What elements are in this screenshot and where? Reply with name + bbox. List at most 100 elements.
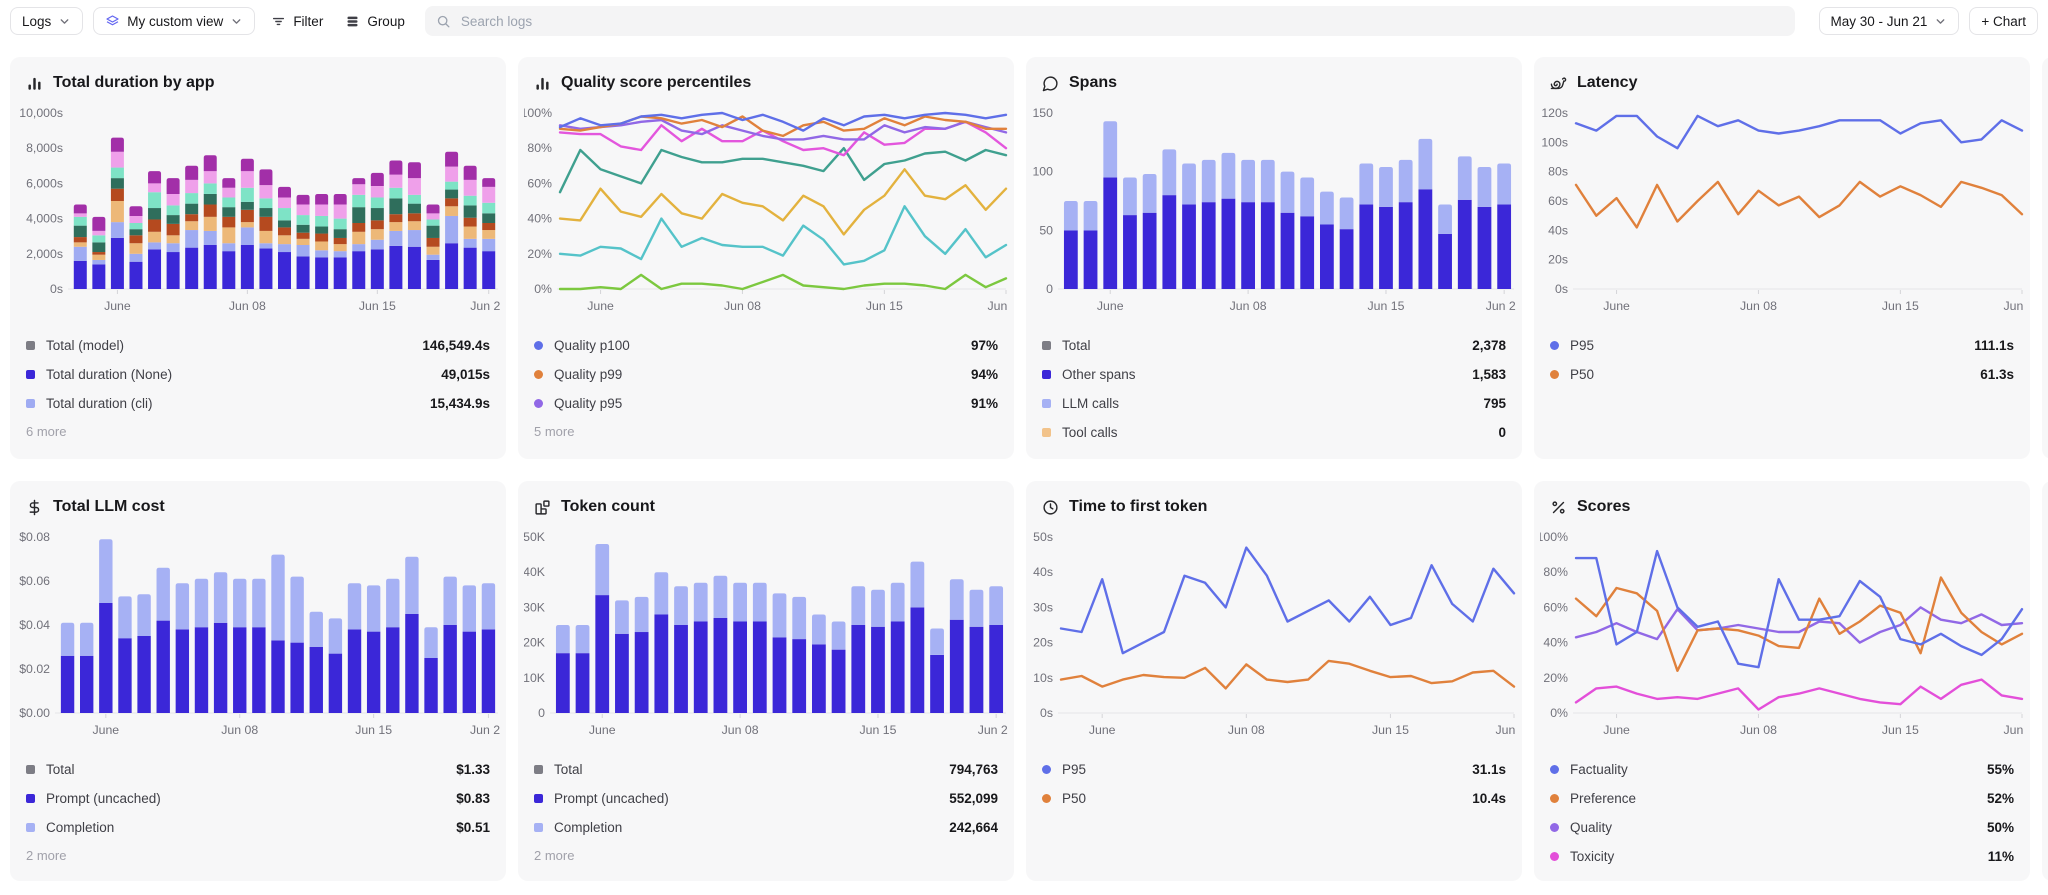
legend-label: Quality [1570, 820, 1613, 835]
partial-panel-edge [2042, 57, 2048, 459]
legend-item[interactable]: Total 2,378 [1042, 331, 1506, 360]
legend-item[interactable]: Toxicity 11% [1550, 842, 2014, 871]
group-button[interactable]: Group [339, 7, 411, 35]
legend-marker [534, 399, 543, 408]
scores-chart[interactable]: 0% 20% 40% 60% 80% 100% June Jun 08 Jun 15 Jun 22 [1540, 527, 2024, 745]
svg-text:100%: 100% [1540, 530, 1568, 544]
partial-panel-edge [2042, 481, 2048, 881]
llm-cost-chart[interactable]: $0.00 $0.02 $0.04 $0.06 $0.08 June Jun 08 Jun 1… [16, 527, 500, 745]
svg-text:100: 100 [1032, 165, 1053, 179]
search-icon [436, 14, 451, 29]
legend-marker [534, 823, 543, 832]
legend-marker [1550, 341, 1559, 350]
latency-chart[interactable]: 0s 20s 40s 60s 80s 100s 120s June Jun 08 Jun 15 Ju… [1540, 103, 2024, 321]
quality-percentiles-chart[interactable]: 0% 20% 40% 60% 80% 100% June Jun 08 Jun 15 Jun 22 [524, 103, 1008, 321]
legend-item[interactable]: Completion 242,664 [534, 813, 998, 842]
legend-more-link[interactable]: 6 more [26, 423, 67, 439]
logs-button[interactable]: Logs [10, 7, 84, 35]
legend-value: 94% [970, 367, 998, 382]
legend-value: 52% [1986, 791, 2014, 806]
legend-item[interactable]: Tool calls 0 [1042, 418, 1506, 447]
search-box[interactable] [424, 6, 1795, 36]
legend-more-link[interactable]: 2 more [534, 847, 575, 863]
view-selector-button[interactable]: My custom view [93, 7, 256, 35]
legend-label: Preference [1570, 791, 1637, 806]
legend-item[interactable]: Quality 50% [1550, 813, 2014, 842]
svg-text:10s: 10s [1033, 671, 1053, 685]
legend-marker [1042, 370, 1051, 379]
legend-item[interactable]: Quality p99 94% [534, 360, 998, 389]
legend-value: 97% [970, 338, 998, 353]
legend-item[interactable]: Total (model) 146,549.4s [26, 331, 490, 360]
legend: P95 31.1s P50 10.4s [1042, 755, 1506, 813]
svg-text:40K: 40K [524, 565, 546, 579]
svg-text:Jun 15: Jun 15 [355, 723, 392, 737]
token-count-chart[interactable]: 0 10K 20K 30K 40K 50K June Jun 08 Jun 15 Jun 22 [524, 527, 1008, 745]
legend-more-link[interactable]: 5 more [534, 423, 575, 439]
legend-item[interactable]: Factuality 55% [1550, 755, 2014, 784]
legend-item[interactable]: P50 61.3s [1550, 360, 2014, 389]
legend-marker [534, 765, 543, 774]
svg-text:6,000s: 6,000s [26, 176, 63, 190]
svg-text:0s: 0s [50, 282, 63, 296]
legend-item[interactable]: Total 794,763 [534, 755, 998, 784]
svg-text:Jun 22: Jun 22 [1496, 723, 1516, 737]
add-chart-button[interactable]: + Chart [1969, 7, 2038, 35]
add-chart-label: + Chart [1981, 13, 2026, 29]
svg-text:40%: 40% [1543, 636, 1568, 650]
svg-text:8,000s: 8,000s [26, 141, 63, 155]
legend-item[interactable]: Preference 52% [1550, 784, 2014, 813]
legend-item[interactable]: P95 111.1s [1550, 331, 2014, 360]
legend-item[interactable]: P50 10.4s [1042, 784, 1506, 813]
ttft-chart[interactable]: 0s 10s 20s 30s 40s 50s June Jun 08 Jun 15 Jun 22 [1032, 527, 1516, 745]
legend-item[interactable]: Quality p100 97% [534, 331, 998, 360]
legend-label: Prompt (uncached) [554, 791, 669, 806]
svg-text:Jun 15: Jun 15 [1368, 299, 1405, 313]
svg-text:$0.00: $0.00 [19, 706, 50, 720]
legend-item[interactable]: Total duration (cli) 15,434.9s [26, 389, 490, 418]
filter-button[interactable]: Filter [265, 7, 329, 35]
legend-value: 50% [1986, 820, 2014, 835]
search-input[interactable] [458, 12, 1784, 30]
svg-text:$0.08: $0.08 [19, 530, 50, 544]
date-range-button[interactable]: May 30 - Jun 21 [1818, 7, 1960, 35]
legend-item[interactable]: Other spans 1,583 [1042, 360, 1506, 389]
svg-text:Jun 15: Jun 15 [1882, 299, 1919, 313]
legend-item[interactable]: P95 31.1s [1042, 755, 1506, 784]
legend-item[interactable]: LLM calls 795 [1042, 389, 1506, 418]
group-rows-icon [345, 14, 360, 29]
legend-marker [1550, 370, 1559, 379]
svg-text:40s: 40s [1033, 565, 1053, 579]
legend-value: 111.1s [1974, 338, 2014, 353]
panel-latency: Latency 0s 20s 40s 60s 80s 100s 120s June Jun 08… [1534, 57, 2030, 459]
panel-header: Scores [1550, 495, 2014, 519]
legend-marker [1042, 428, 1051, 437]
legend-label: P95 [1062, 762, 1087, 777]
legend-marker [534, 341, 543, 350]
svg-text:4,000s: 4,000s [26, 212, 63, 226]
svg-text:Jun 08: Jun 08 [724, 299, 761, 313]
legend-value: 794,763 [949, 762, 998, 777]
total-duration-chart[interactable]: 0s 2,000s 4,000s 6,000s 8,000s 10,000s June Jun… [16, 103, 500, 321]
spans-chart[interactable]: 0 50 100 150 June Jun 08 Jun 15 Jun 22 [1032, 103, 1516, 321]
legend-item[interactable]: Quality p95 91% [534, 389, 998, 418]
legend-marker [26, 341, 35, 350]
svg-text:Jun 08: Jun 08 [1228, 723, 1265, 737]
svg-text:10K: 10K [524, 671, 546, 685]
legend-label: Quality p99 [554, 367, 623, 382]
legend-more-link[interactable]: 2 more [26, 847, 67, 863]
legend-item[interactable]: Completion $0.51 [26, 813, 490, 842]
view-selector-label: My custom view [127, 13, 224, 29]
panel-quality-score-percentiles: Quality score percentiles 0% 20% 40% 60% 80%… [518, 57, 1014, 459]
legend-item[interactable]: Prompt (uncached) 552,099 [534, 784, 998, 813]
blocks-icon [534, 499, 551, 516]
legend-item[interactable]: Total duration (None) 49,015s [26, 360, 490, 389]
legend-marker [1550, 765, 1559, 774]
legend-value: 795 [1483, 396, 1506, 411]
panel-token-count: Token count 0 10K 20K 30K 40K 50K June Jun 08 Ju… [518, 481, 1014, 881]
legend-item[interactable]: Prompt (uncached) $0.83 [26, 784, 490, 813]
legend-value: 0 [1498, 425, 1506, 440]
legend-item[interactable]: Total $1.33 [26, 755, 490, 784]
speech-bubble-icon [1042, 75, 1059, 92]
panel-title: Total duration by app [53, 74, 215, 91]
